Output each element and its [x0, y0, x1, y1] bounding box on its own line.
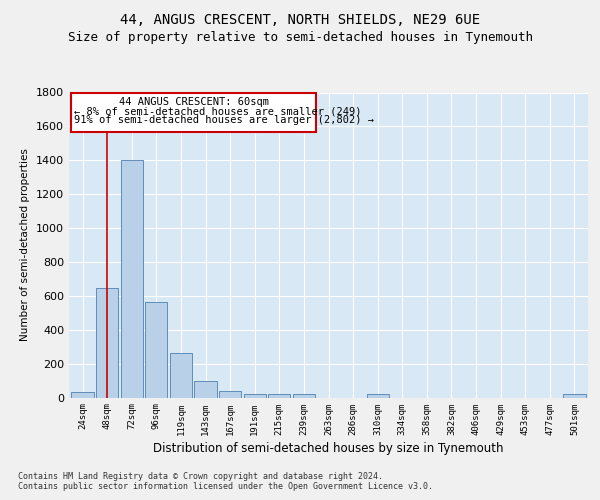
Text: 44, ANGUS CRESCENT, NORTH SHIELDS, NE29 6UE: 44, ANGUS CRESCENT, NORTH SHIELDS, NE29 …	[120, 12, 480, 26]
Bar	[170, 352, 192, 398]
Text: 91% of semi-detached houses are larger (2,802) →: 91% of semi-detached houses are larger (…	[74, 114, 374, 124]
Y-axis label: Number of semi-detached properties: Number of semi-detached properties	[20, 148, 31, 342]
Bar	[145, 302, 167, 398]
Bar	[244, 394, 266, 398]
Bar	[71, 392, 94, 398]
Text: ← 8% of semi-detached houses are smaller (249): ← 8% of semi-detached houses are smaller…	[74, 106, 361, 116]
Text: Size of property relative to semi-detached houses in Tynemouth: Size of property relative to semi-detach…	[67, 31, 533, 44]
Bar	[121, 160, 143, 398]
Bar	[194, 380, 217, 398]
Bar	[293, 394, 315, 398]
Bar	[268, 394, 290, 398]
Text: Contains HM Land Registry data © Crown copyright and database right 2024.
Contai: Contains HM Land Registry data © Crown c…	[18, 472, 433, 491]
Bar	[563, 394, 586, 398]
Bar	[96, 288, 118, 398]
Text: 44 ANGUS CRESCENT: 60sqm: 44 ANGUS CRESCENT: 60sqm	[119, 96, 269, 106]
Bar	[219, 391, 241, 398]
FancyBboxPatch shape	[71, 92, 316, 132]
X-axis label: Distribution of semi-detached houses by size in Tynemouth: Distribution of semi-detached houses by …	[153, 442, 504, 454]
Bar	[367, 394, 389, 398]
